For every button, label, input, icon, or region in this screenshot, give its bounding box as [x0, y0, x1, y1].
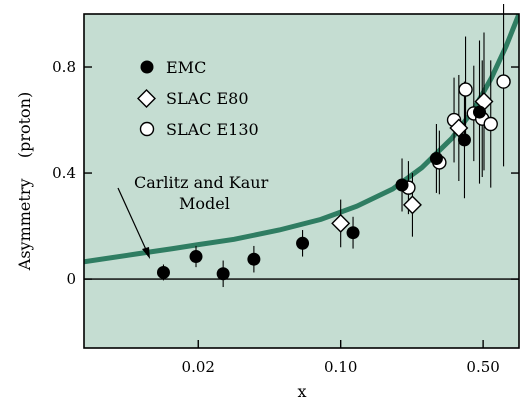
legend-marker-slac-e130	[139, 121, 155, 137]
legend-label-slac-e130: SLAC E130	[166, 120, 259, 139]
x-tick-label: 0.10	[324, 358, 357, 376]
point-slac-e130	[458, 82, 473, 97]
y-axis-title: Asymmetry (proton)	[15, 92, 34, 271]
x-axis-title: x	[297, 382, 306, 401]
model-annotation-line2: Model	[179, 194, 230, 213]
legend-label-emc: EMC	[166, 58, 206, 77]
y-tick-label: 0	[66, 270, 76, 288]
point-emc	[247, 252, 261, 266]
plot-background	[84, 14, 519, 348]
point-emc	[346, 226, 360, 240]
point-emc	[473, 105, 487, 119]
point-emc	[156, 265, 170, 279]
point-emc	[457, 133, 471, 147]
legend-marker-slac-e80	[137, 89, 156, 108]
x-tick-label: 0.02	[182, 358, 215, 376]
point-slac-e80	[449, 118, 469, 138]
point-slac-e130	[483, 116, 498, 132]
x-tick-label: 0.50	[466, 358, 499, 376]
legend-marker-emc	[140, 60, 154, 74]
legend-label-slac-e80: SLAC E80	[166, 89, 249, 108]
point-emc	[395, 178, 409, 192]
point-emc	[216, 267, 230, 281]
point-emc	[189, 250, 203, 264]
point-emc	[296, 236, 310, 250]
plot-frame	[83, 13, 520, 349]
y-tick-label: 0.4	[52, 164, 76, 182]
legend: EMC SLAC E80 SLAC E130	[137, 58, 259, 139]
point-emc	[429, 151, 443, 165]
annotation-arrow	[117, 187, 149, 255]
point-slac-e80	[331, 213, 351, 233]
model-annotation-line1: Carlitz and Kaur	[134, 173, 269, 192]
point-slac-e80	[402, 195, 422, 215]
point-slac-e130	[496, 74, 511, 89]
y-tick-label: 0.8	[52, 58, 76, 76]
annotation-arrowhead	[142, 247, 150, 259]
model-curve	[84, 14, 519, 265]
